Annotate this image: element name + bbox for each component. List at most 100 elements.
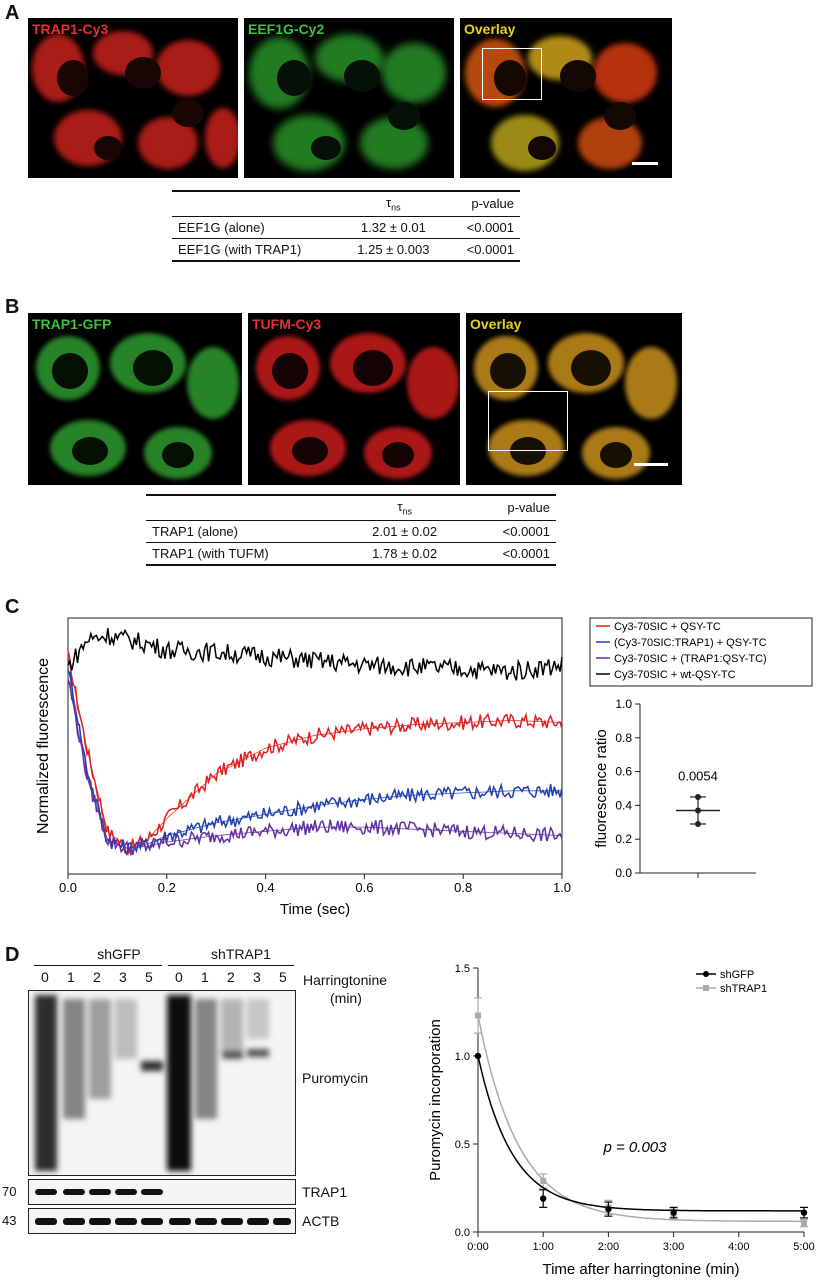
p-value-header-b: p-value: [464, 493, 556, 521]
x-tick-label: 0:00: [467, 1241, 488, 1253]
tufm-cy3-image: TUFM-Cy3: [248, 313, 460, 485]
data-point-shTRAP1: [540, 1177, 547, 1184]
trace-0: [67, 650, 563, 857]
puromycin-chart: 0.0 0.5 1.0 1.5 0:00 1:00 2:00 3:00 4:00 5:00 Time…: [427, 963, 815, 1278]
tufm-cy3-label: TUFM-Cy3: [252, 316, 322, 332]
data-point-shTRAP1: [801, 1220, 807, 1227]
y-tick-label: 0.8: [615, 731, 632, 745]
panel-b-letter: B: [5, 296, 20, 318]
x-tick-label: 0.2: [158, 880, 176, 895]
data-point-shGFP: [540, 1195, 547, 1202]
fit-curve-shGFP: [477, 1055, 804, 1212]
legend-marker: [703, 985, 709, 991]
overlay-label-b: Overlay: [470, 316, 522, 332]
scale-bar-b: [634, 463, 668, 466]
plot-frame: [67, 617, 563, 875]
data-point-shGFP: [605, 1205, 612, 1213]
lane-label: 0: [41, 969, 49, 985]
y-tick-label: 1.5: [455, 963, 470, 975]
overlay-image-a: Overlay: [460, 18, 672, 178]
fit-curve-1: [67, 667, 562, 849]
trap1-cy3-label: TRAP1-Cy3: [32, 21, 109, 37]
eef1g-cy2-image: EEF1G-Cy2: [244, 18, 454, 178]
x-tick-label: 0.0: [59, 880, 77, 895]
lane-label: 0: [175, 969, 183, 985]
lifetime-table-b: τns p-value TRAP1 (alone) 2.01 ± 0.02 <0.00…: [146, 493, 556, 566]
legend-label: shTRAP1: [720, 983, 767, 995]
x-tick-label: 0.4: [257, 880, 275, 895]
lane-label: 3: [253, 969, 261, 985]
scale-bar: [632, 162, 658, 165]
fit-curve-0: [67, 656, 563, 849]
zoom-region-box: [482, 48, 542, 100]
lane-label: 1: [67, 969, 75, 985]
panel-a-letter: A: [5, 2, 20, 24]
tau-header-b: τns: [345, 493, 465, 521]
x-axis-label: Time (sec): [280, 901, 350, 918]
trap1-blot-label: TRAP1: [302, 1184, 348, 1200]
group-label-shgfp: shGFP: [97, 946, 141, 962]
fluorescence-trace-plot: 0.0 0.2 0.4 0.6 0.8 1.0 Time (sec) Normalized f…: [35, 617, 571, 918]
legend-box: [589, 617, 813, 687]
fit-curve-2: [67, 677, 563, 849]
data-point-shTRAP1: [475, 1012, 481, 1019]
data-point-shGFP: [800, 1209, 808, 1216]
overlay-label-a: Overlay: [464, 21, 516, 37]
cell-stain-green-b: [36, 333, 239, 479]
x-tick-label: 4:00: [728, 1241, 749, 1253]
panel-d-letter: D: [5, 944, 20, 966]
treatment-unit: (min): [330, 990, 362, 1006]
trace-1: [67, 671, 563, 856]
y-tick-label: 0.6: [615, 765, 632, 779]
x-tick-label: 2:00: [598, 1241, 619, 1253]
legend-label: Cy3-70SIC + (TRAP1:QSY-TC): [614, 653, 767, 665]
actb-blot: [28, 1208, 296, 1234]
y-axis-label: fluorescence ratio: [593, 729, 610, 847]
p-value-annotation: p = 0.003: [603, 1139, 668, 1156]
group-bar-shgfp: [34, 965, 162, 966]
trace-3: [67, 628, 563, 681]
puromycin-label: Puromycin: [302, 1070, 369, 1086]
y-tick-label: 1.0: [455, 1051, 470, 1063]
y-tick-label: 0.4: [615, 798, 632, 812]
puromycin-blot: [28, 990, 296, 1176]
lane-label: 1: [201, 969, 209, 985]
x-tick-label: 1:00: [532, 1241, 553, 1253]
legend-label: (Cy3-70SIC:TRAP1) + QSY-TC: [614, 637, 767, 649]
cell-stain-overlay-b: [474, 333, 677, 479]
y-tick-label: 0.2: [615, 832, 632, 846]
trap1-gfp-label: TRAP1-GFP: [32, 316, 112, 332]
x-tick-label: 5:00: [793, 1241, 814, 1253]
cell-stain-red: [32, 31, 238, 169]
legend-label: Cy3-70SIC + QSY-TC: [614, 621, 721, 633]
legend-label: shGFP: [720, 969, 754, 981]
fret-chart: 0.0 0.2 0.4 0.6 0.8 1.0 Time (sec) Normalized f…: [35, 617, 813, 918]
puromycin-smear: [35, 995, 269, 1171]
lane-label: 5: [279, 969, 287, 985]
y-tick-label: 0.5: [455, 1139, 470, 1151]
x-tick-label: 0.6: [355, 880, 373, 895]
legend-label: Cy3-70SIC + wt-QSY-TC: [614, 669, 736, 681]
marker-70: 70: [2, 1184, 17, 1199]
trace-2: [67, 679, 563, 856]
lifetime-table-a: τns p-value EEF1G (alone) 1.32 ± 0.01 <0.00…: [172, 189, 520, 262]
x-axis-label: Time after harringtonine (min): [542, 1261, 739, 1278]
x-tick-label: 3:00: [663, 1241, 684, 1253]
tau-header: τns: [340, 189, 446, 217]
y-tick-label: 1.0: [615, 697, 632, 711]
p-value-header: p-value: [445, 189, 520, 217]
lane-label: 2: [227, 969, 235, 985]
lane-label: 5: [145, 969, 153, 985]
panel-c-letter: C: [5, 596, 20, 618]
lane-label: 3: [119, 969, 127, 985]
x-tick-label: 0.8: [454, 880, 472, 895]
data-point-shGFP: [670, 1209, 677, 1216]
actb-blot-label: ACTB: [302, 1213, 340, 1229]
cell-stain-overlay: [465, 36, 657, 171]
trap1-bands: [35, 1189, 163, 1195]
y-axis-label: Normalized fluorescence: [35, 658, 52, 834]
data-point: [695, 793, 701, 800]
p-value-annotation: 0.0054: [678, 769, 718, 784]
zoom-region-box-b: [488, 391, 568, 451]
x-tick-label: 1.0: [553, 880, 571, 895]
